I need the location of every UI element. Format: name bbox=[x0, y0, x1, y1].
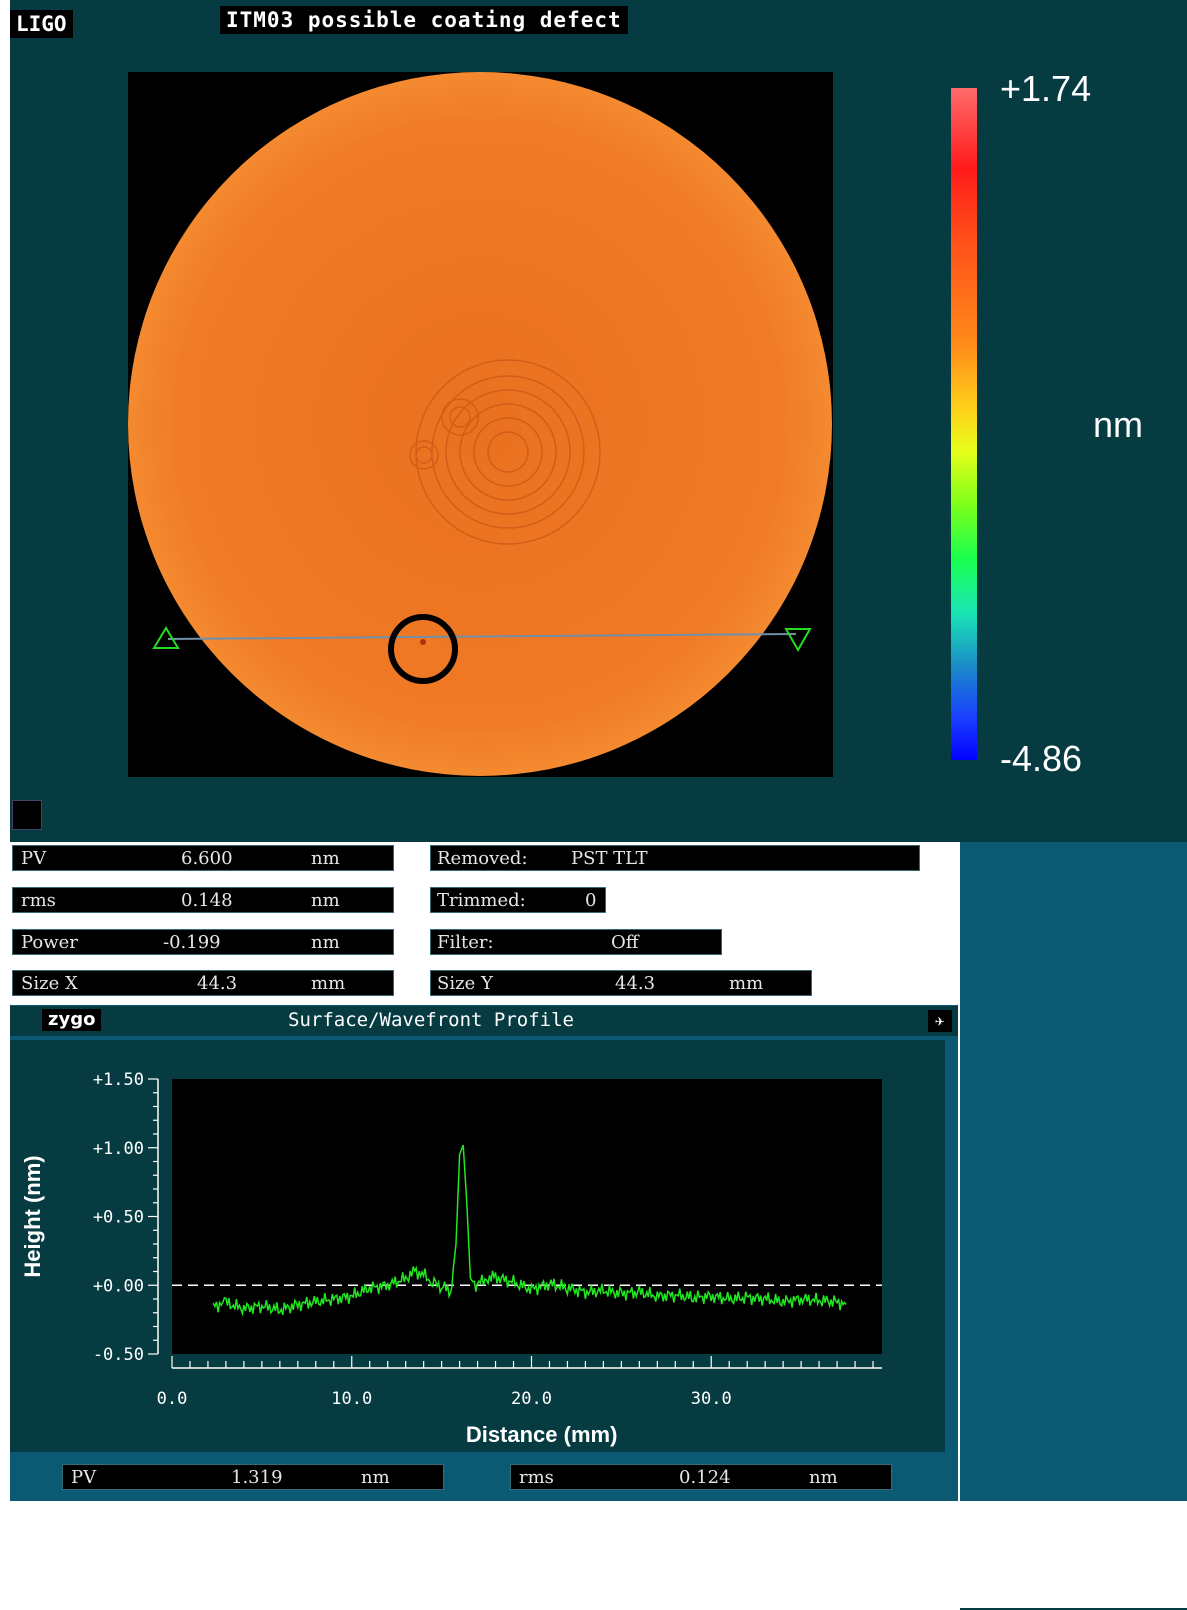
profile-window-title: Surface/Wavefront Profile bbox=[288, 1009, 574, 1031]
y-tick-label: +1.50 bbox=[93, 1070, 144, 1090]
trimmed-label: Trimmed: bbox=[437, 890, 526, 911]
pin-icon[interactable]: ✈ bbox=[928, 1010, 952, 1032]
removed-value: PST TLT bbox=[571, 848, 648, 869]
color-scale-bar bbox=[951, 88, 977, 760]
defect-highlight-circle bbox=[388, 614, 458, 684]
stat-label-size-x: Size X bbox=[21, 973, 78, 994]
stat-unit-size-x: mm bbox=[311, 973, 346, 994]
map-toggle-box[interactable] bbox=[12, 800, 42, 830]
size-y-value: 44.3 bbox=[615, 973, 656, 994]
y-axis-label: Height (nm) bbox=[20, 1155, 45, 1277]
ligo-logo: LIGO bbox=[10, 10, 73, 38]
interference-rings bbox=[409, 359, 601, 545]
surface-map-image[interactable] bbox=[128, 72, 833, 777]
stat-field-power: Power -0.199 nm bbox=[12, 929, 394, 955]
color-scale-max: +1.74 bbox=[1000, 68, 1092, 109]
profile-stat-value-rms: 0.124 bbox=[679, 1467, 731, 1488]
stat-unit-power: nm bbox=[311, 932, 340, 953]
profile-stat-label-rms: rms bbox=[519, 1467, 554, 1488]
stat-value-size-x: 44.3 bbox=[197, 973, 238, 994]
x-tick-label: 0.0 bbox=[157, 1389, 188, 1409]
trimmed-field: Trimmed: 0 bbox=[430, 887, 606, 913]
filter-field: Filter: Off bbox=[430, 929, 722, 955]
profile-stat-unit-rms: nm bbox=[809, 1467, 838, 1488]
y-tick-label: +0.00 bbox=[93, 1276, 144, 1296]
zygo-logo: zygo bbox=[42, 1009, 102, 1031]
profile-stat-pv: PV 1.319 nm bbox=[62, 1464, 444, 1490]
x-tick-label: 10.0 bbox=[331, 1389, 372, 1409]
stat-value-power: -0.199 bbox=[163, 932, 221, 953]
x-tick-label: 20.0 bbox=[511, 1389, 552, 1409]
profile-plot-frame: +1.50 +1.00 +0.50 +0.00 -0.50 0.0 10.0 20.0 30.… bbox=[10, 1040, 945, 1452]
start-marker-icon[interactable] bbox=[152, 626, 180, 649]
x-axis-label: Distance (mm) bbox=[466, 1422, 618, 1447]
stat-label-rms: rms bbox=[21, 890, 56, 911]
x-tick-label: 30.0 bbox=[691, 1389, 732, 1409]
y-tick-label: +1.00 bbox=[93, 1139, 144, 1159]
stat-unit-pv: nm bbox=[311, 848, 340, 869]
profile-stat-unit-pv: nm bbox=[361, 1467, 390, 1488]
right-background-panel bbox=[960, 842, 1187, 1501]
filter-label: Filter: bbox=[437, 932, 494, 953]
removed-label: Removed: bbox=[437, 848, 528, 869]
stat-label-power: Power bbox=[21, 932, 78, 953]
y-tick-label: -0.50 bbox=[93, 1345, 144, 1365]
defect-spot bbox=[420, 639, 426, 645]
color-scale-min: -4.86 bbox=[1000, 738, 1083, 779]
y-axis: +1.50 +1.00 +0.50 +0.00 -0.50 bbox=[93, 1070, 159, 1365]
stat-value-pv: 6.600 bbox=[181, 848, 233, 869]
surface-map-svg bbox=[128, 72, 832, 776]
profile-stat-rms: rms 0.124 nm bbox=[510, 1464, 892, 1490]
profile-cut-line[interactable] bbox=[167, 633, 797, 640]
profile-window-titlebar[interactable] bbox=[10, 1006, 958, 1036]
color-scale-unit: nm bbox=[1093, 404, 1144, 445]
page-title: ITM03 possible coating defect bbox=[220, 6, 628, 34]
trimmed-value: 0 bbox=[585, 890, 597, 911]
x-axis: 0.0 10.0 20.0 30.0 bbox=[157, 1356, 882, 1409]
size-y-field: Size Y 44.3 mm bbox=[430, 970, 812, 996]
stat-field-size-x: Size X 44.3 mm bbox=[12, 970, 394, 996]
stat-value-rms: 0.148 bbox=[181, 890, 233, 911]
profile-series-line bbox=[212, 1144, 847, 1317]
window-close-icon[interactable] bbox=[0, 1012, 10, 1030]
removed-field: Removed: PST TLT bbox=[430, 845, 920, 871]
wafer-surface bbox=[128, 72, 832, 776]
y-tick-label: +0.50 bbox=[93, 1208, 144, 1228]
filter-value: Off bbox=[611, 932, 639, 953]
profile-chart: +1.50 +1.00 +0.50 +0.00 -0.50 0.0 10.0 20.0 30.… bbox=[20, 1070, 882, 1447]
stat-unit-rms: nm bbox=[311, 890, 340, 911]
profile-stat-label-pv: PV bbox=[71, 1467, 97, 1488]
size-y-label: Size Y bbox=[437, 973, 493, 994]
end-marker-icon[interactable] bbox=[784, 628, 812, 653]
stat-field-rms: rms 0.148 nm bbox=[12, 887, 394, 913]
stat-label-pv: PV bbox=[21, 848, 47, 869]
profile-stat-value-pv: 1.319 bbox=[231, 1467, 283, 1488]
size-y-unit: mm bbox=[729, 973, 764, 994]
stat-field-pv: PV 6.600 nm bbox=[12, 845, 394, 871]
